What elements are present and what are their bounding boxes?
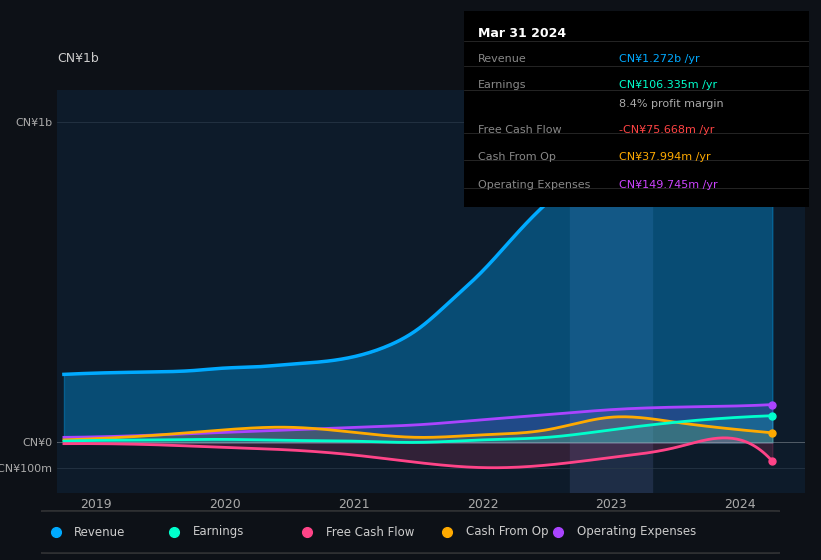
Text: CN¥149.745m /yr: CN¥149.745m /yr	[619, 180, 718, 190]
Text: Free Cash Flow: Free Cash Flow	[325, 525, 414, 539]
Text: Mar 31 2024: Mar 31 2024	[478, 27, 566, 40]
Text: CN¥106.335m /yr: CN¥106.335m /yr	[619, 80, 718, 90]
Text: Earnings: Earnings	[478, 80, 526, 90]
Text: Operating Expenses: Operating Expenses	[576, 525, 696, 539]
Text: Earnings: Earnings	[192, 525, 244, 539]
Text: 8.4% profit margin: 8.4% profit margin	[619, 100, 723, 109]
Text: Revenue: Revenue	[75, 525, 126, 539]
Text: Cash From Op: Cash From Op	[478, 152, 556, 162]
Text: -CN¥75.668m /yr: -CN¥75.668m /yr	[619, 125, 714, 135]
Text: CN¥37.994m /yr: CN¥37.994m /yr	[619, 152, 711, 162]
Text: Free Cash Flow: Free Cash Flow	[478, 125, 562, 135]
Text: CN¥1b: CN¥1b	[57, 53, 99, 66]
Text: CN¥1.272b /yr: CN¥1.272b /yr	[619, 54, 699, 64]
Text: Operating Expenses: Operating Expenses	[478, 180, 590, 190]
Text: Cash From Op: Cash From Op	[466, 525, 548, 539]
Text: Revenue: Revenue	[478, 54, 526, 64]
